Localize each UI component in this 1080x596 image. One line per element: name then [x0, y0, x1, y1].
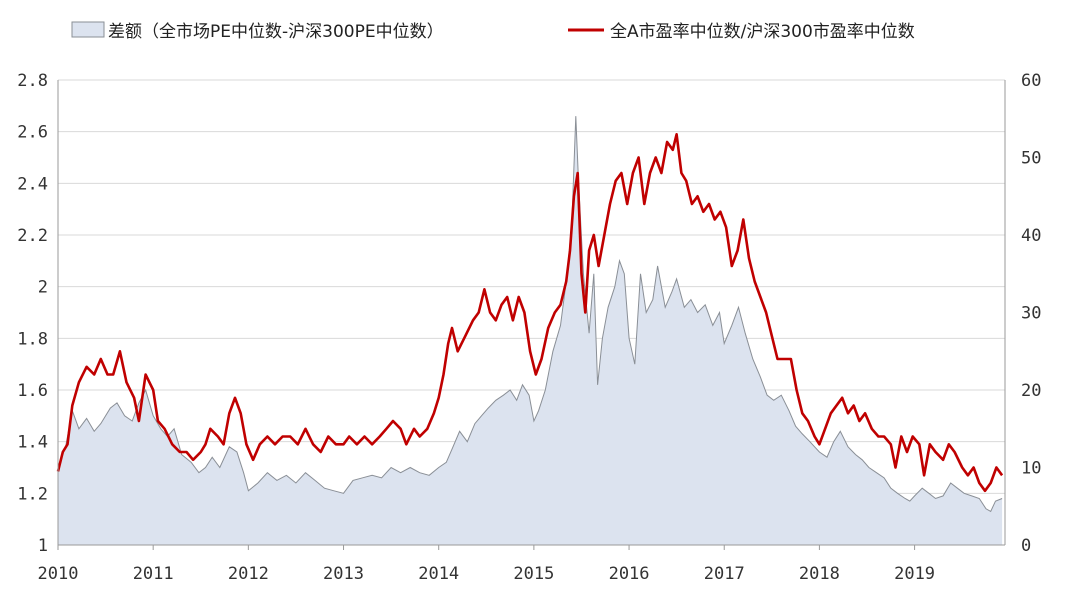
y-axis-left: 1 1.2 1.4 1.6 1.8 2 2.2 2.4 2.6 2.8 [17, 71, 48, 556]
y-right-tick-label: 20 [1021, 381, 1041, 401]
y-left-tick-label: 2.2 [17, 226, 48, 246]
x-tick-label: 2017 [704, 564, 745, 584]
y-left-tick-label: 1.6 [17, 381, 48, 401]
y-left-tick-label: 2.6 [17, 123, 48, 143]
legend-item-diff[interactable]: 差额（全市场PE中位数-沪深300PE中位数） [71, 21, 444, 42]
legend-swatch-diff [71, 21, 105, 38]
diff-area-fill [58, 116, 1003, 545]
y-left-tick-label: 2.8 [17, 71, 48, 91]
y-right-tick-label: 0 [1021, 536, 1031, 556]
x-tick-label: 2014 [418, 564, 459, 584]
x-tick-label: 2012 [228, 564, 269, 584]
legend-label-ratio: 全A市盈率中位数/沪深300市盈率中位数 [610, 22, 915, 42]
y-right-tick-label: 50 [1021, 149, 1041, 169]
y-axis-right: 0 10 20 30 40 50 60 [1021, 71, 1041, 556]
x-tick-label: 2018 [799, 564, 840, 584]
y-left-tick-label: 1 [38, 536, 48, 556]
diff-area-series [57, 116, 1003, 545]
legend-item-ratio[interactable]: 全A市盈率中位数/沪深300市盈率中位数 [568, 22, 915, 42]
x-tick-label: 2011 [133, 564, 174, 584]
x-axis: 2010 2011 2012 2013 2014 2015 2016 2017 2018 2019 [38, 545, 935, 584]
y-right-tick-label: 10 [1021, 459, 1041, 479]
y-left-tick-label: 1.8 [17, 329, 48, 349]
legend-label-diff: 差额（全市场PE中位数-沪深300PE中位数） [108, 22, 444, 42]
diff-area-outline [57, 116, 1003, 513]
y-right-tick-label: 40 [1021, 226, 1041, 246]
axes [57, 80, 1006, 546]
y-left-tick-label: 2.4 [17, 174, 48, 194]
y-left-tick-label: 2 [38, 278, 48, 298]
y-left-tick-label: 1.4 [17, 433, 48, 453]
x-tick-label: 2019 [894, 564, 935, 584]
y-right-tick-label: 60 [1021, 71, 1041, 91]
y-right-tick-label: 30 [1021, 304, 1041, 324]
x-tick-label: 2016 [609, 564, 650, 584]
x-tick-label: 2015 [513, 564, 554, 584]
x-tick-label: 2013 [323, 564, 364, 584]
x-tick-label: 2010 [38, 564, 79, 584]
y-left-tick-label: 1.2 [17, 484, 48, 504]
legend: 差额（全市场PE中位数-沪深300PE中位数） 全A市盈率中位数/沪深300市盈… [71, 21, 915, 42]
ratio-line [56, 133, 1004, 493]
ratio-line-series [56, 133, 1004, 493]
